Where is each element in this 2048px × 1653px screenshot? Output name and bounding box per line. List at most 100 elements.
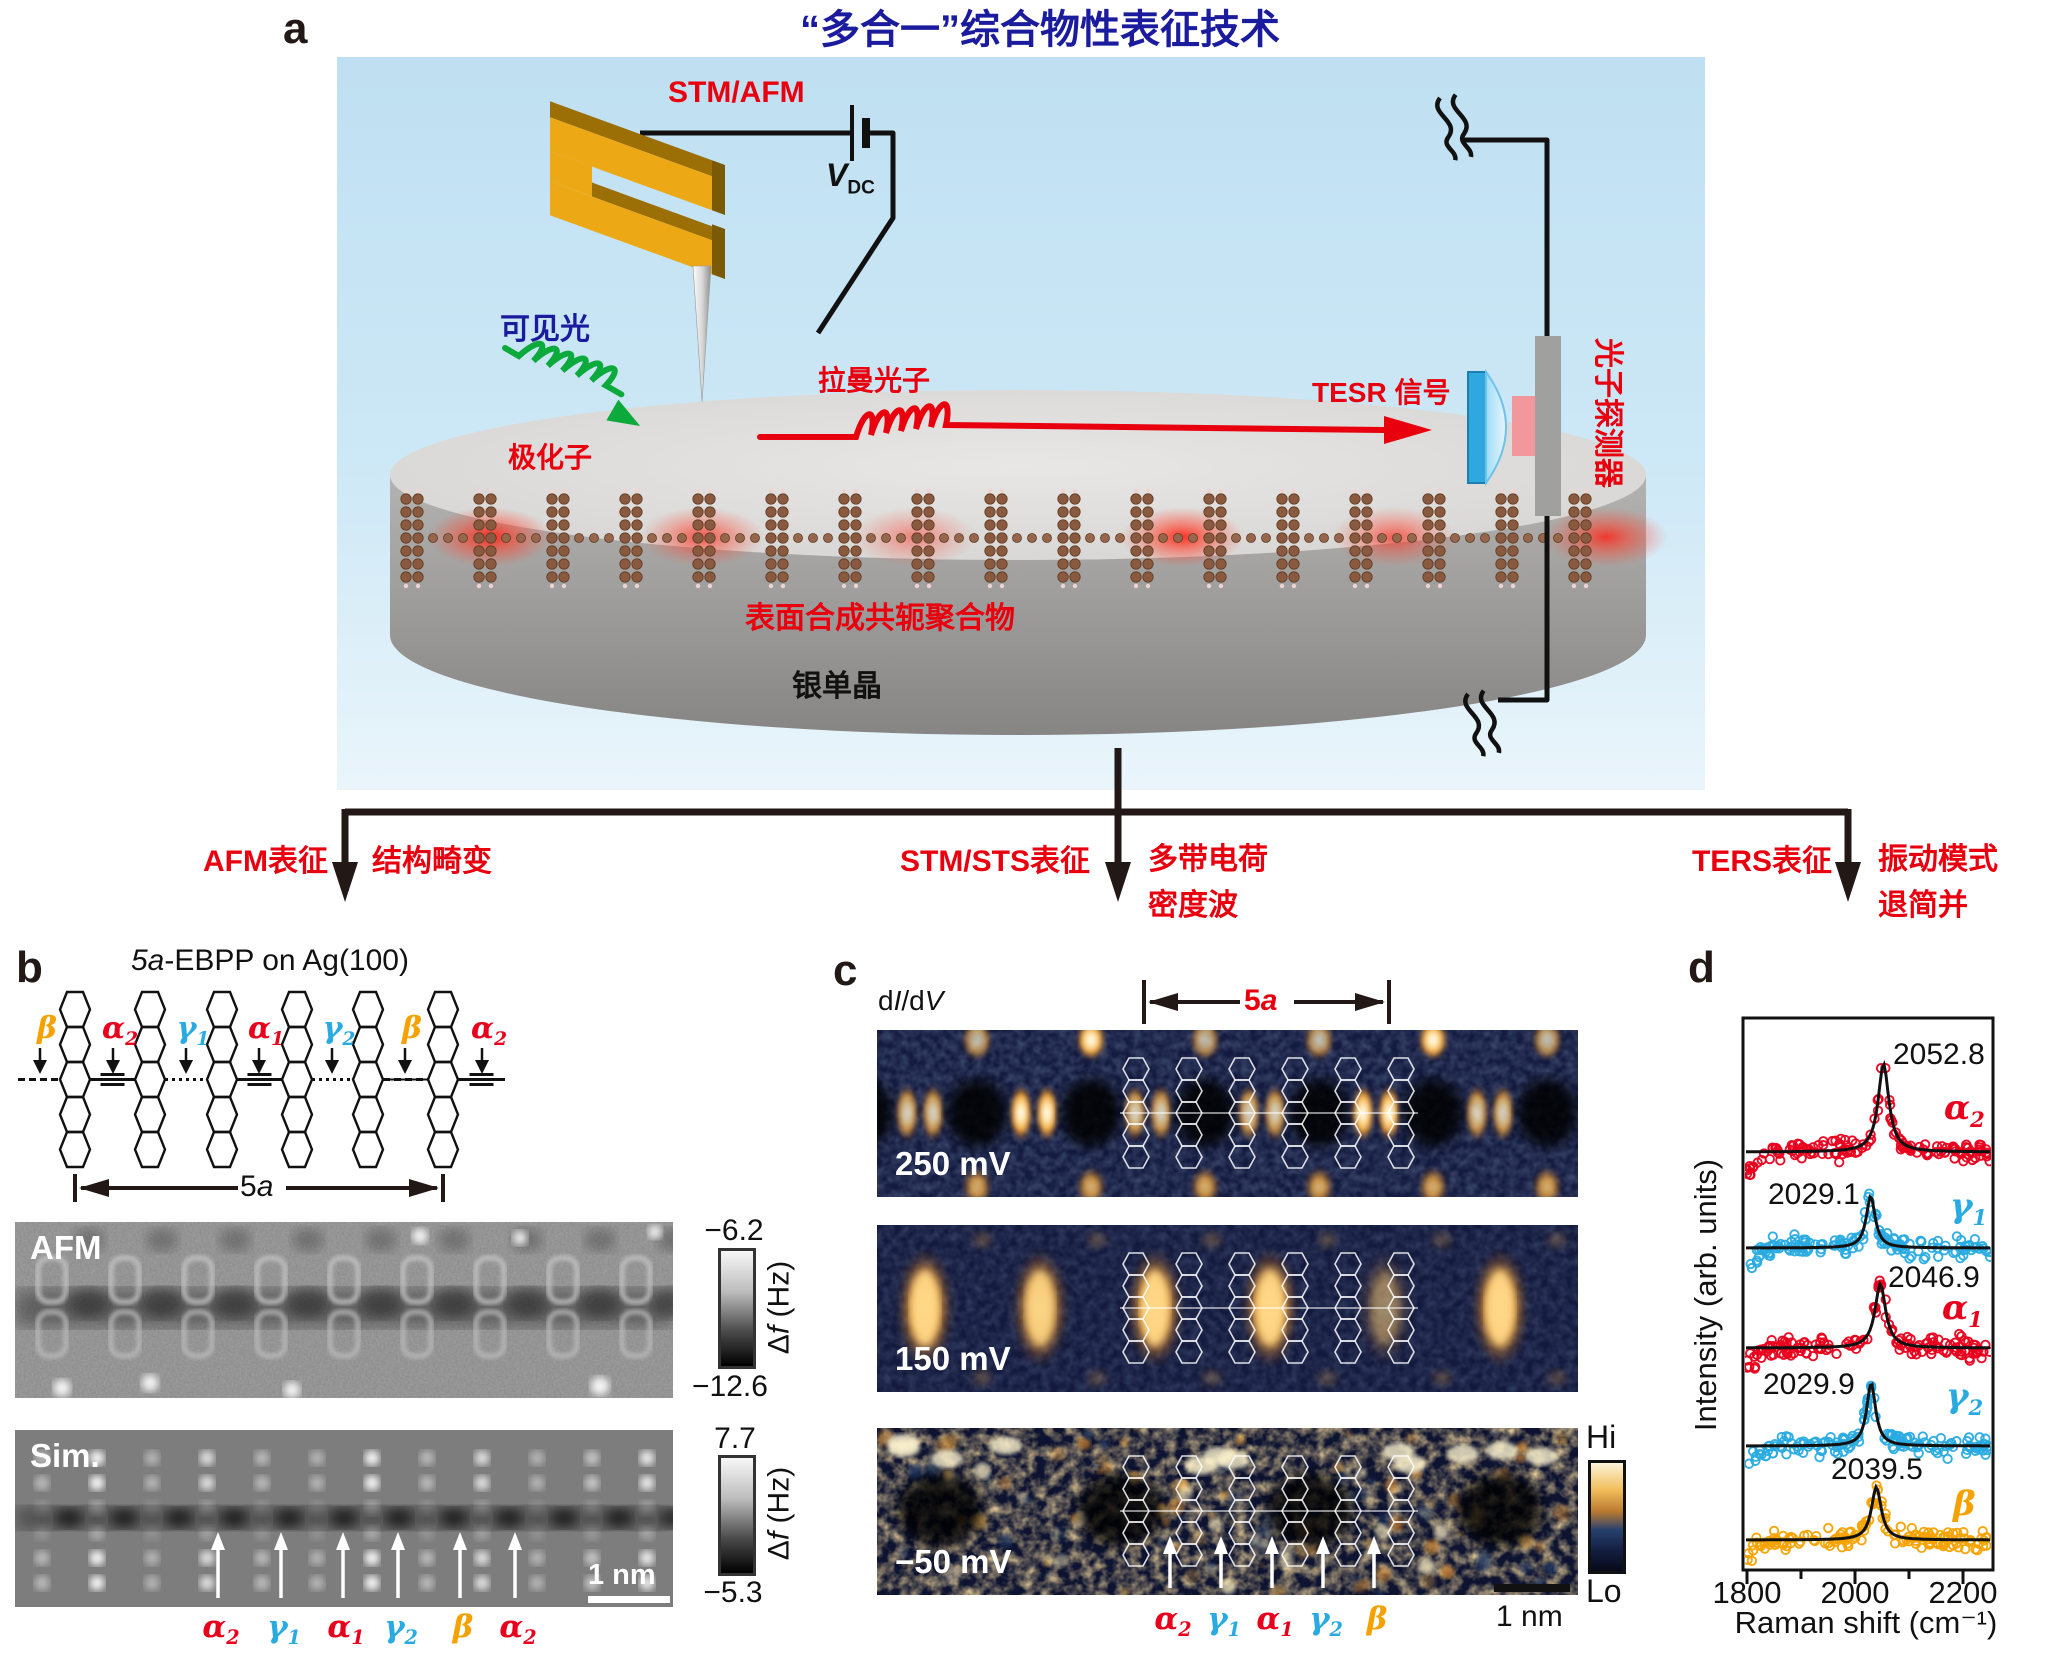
photon-detector-bar <box>1535 336 1561 516</box>
substrate-label: 银单晶 <box>792 670 882 703</box>
raman-photon-label: 拉曼光子 <box>818 365 931 396</box>
raman-series-alpha2 <box>1745 1059 1991 1181</box>
panel-b-scalebar-label: 1 nm <box>588 1559 656 1591</box>
flow-ters-result-1: 振动模式 <box>1878 843 1998 876</box>
tesr-signal-label: TESR 信号 <box>1312 377 1451 408</box>
sim-arrow-label-α2: α2 <box>499 1609 537 1650</box>
peak-value-alpha2: 2052.8 <box>1893 1038 1985 1071</box>
afm-colorbar <box>718 1248 756 1369</box>
panel-a-letter: a <box>283 4 308 53</box>
flow-afm-method: AFM表征 <box>203 845 328 878</box>
flow-stm-result-1: 多带电荷 <box>1148 843 1268 876</box>
panel-b-sim-image <box>15 1430 673 1607</box>
bias-150mv-label: 150 mV <box>895 1340 1011 1377</box>
bond-label-γ1: γ1 <box>176 1011 210 1050</box>
polaron-label: 极化子 <box>508 442 593 473</box>
afm-scale-min: −12.6 <box>692 1370 768 1403</box>
stm-map-150mv <box>877 1225 1578 1392</box>
plot-box <box>1741 1016 1995 1572</box>
panel-c-stm-images <box>877 1030 1578 1595</box>
stm-map-neg50mv <box>877 1428 1578 1595</box>
panel-c-scalebar-label: 1 nm <box>1496 1600 1563 1633</box>
panel-d-letter: d <box>1688 943 1715 992</box>
panel-a-schematic <box>390 93 1668 757</box>
panel-b-letter: b <box>16 943 43 992</box>
stm-colorbar <box>1588 1460 1626 1574</box>
sim-arrow-label-γ2: γ2 <box>384 1609 418 1650</box>
panel-c-span-label: 5a <box>1244 984 1278 1017</box>
stm-arrow-label-β: β <box>1366 1601 1388 1637</box>
raman-series-gamma2 <box>1745 1380 1991 1469</box>
stm-arrow-label-γ2: γ2 <box>1309 1601 1343 1642</box>
bond-label-α2: α2 <box>470 1011 508 1050</box>
colorbar-hi-label: Hi <box>1586 1419 1617 1455</box>
sim-colorbar <box>718 1455 756 1576</box>
flow-arrows <box>332 748 1861 902</box>
detector-window <box>1512 396 1535 456</box>
x-tick-2000: 2000 <box>1820 1575 1890 1610</box>
bond-label-α1: α1 <box>247 1011 285 1050</box>
stm-arrow-label-α1: α1 <box>1256 1601 1294 1642</box>
tuning-fork-sensor <box>550 101 725 279</box>
series-label-alpha1: α1 <box>1942 1288 1983 1332</box>
peak-value-gamma1: 2029.1 <box>1768 1178 1860 1211</box>
sim-image-tag: Sim. <box>30 1437 100 1474</box>
panel-d-raman-chart <box>1741 1016 1995 1584</box>
series-label-gamma2: γ2 <box>1946 1376 1984 1420</box>
molecule-overlay <box>1120 1057 1418 1169</box>
stm-arrow-label-γ1: γ1 <box>1207 1601 1241 1642</box>
molecule-overlay <box>1120 1252 1418 1364</box>
bias-neg50mv-label: −50 mV <box>895 1543 1012 1580</box>
bond-label-γ2: γ2 <box>322 1011 356 1050</box>
raman-beam-arrow <box>757 401 1432 444</box>
molecule-overlay <box>1120 1455 1418 1567</box>
series-label-alpha2: α2 <box>1944 1088 1985 1132</box>
panel-b-scalebar <box>588 1596 670 1603</box>
panel-b-afm-image <box>15 1222 673 1398</box>
raman-series-alpha1 <box>1745 1275 1991 1374</box>
stm-arrow-label-α2: α2 <box>1154 1601 1192 1642</box>
raman-series-beta <box>1745 1480 1991 1567</box>
panel-b-title: 5a-EBPP on Ag(100) <box>131 944 409 977</box>
afm-scale-max: −6.2 <box>704 1214 764 1247</box>
bias-dc: DC <box>847 177 875 199</box>
flow-afm-result: 结构畸变 <box>372 845 492 878</box>
bond-label-α2: α2 <box>101 1011 139 1050</box>
sim-scale-min: −5.3 <box>703 1576 763 1609</box>
panel-c-scalebar <box>1494 1584 1570 1592</box>
visible-light-arrow <box>502 340 641 426</box>
photon-detector-label: 光子探测器 <box>1591 338 1624 488</box>
collection-lens <box>1467 371 1487 484</box>
visible-light-label: 可见光 <box>500 313 590 346</box>
stm-afm-label: STM/AFM <box>668 76 805 109</box>
sim-scale-max: 7.7 <box>714 1422 756 1455</box>
didv-label: dI/dV <box>878 985 944 1016</box>
x-tick-1800: 1800 <box>1712 1575 1782 1610</box>
bias-voltage-label: VDC <box>826 157 875 199</box>
panel-b-molecular-structure <box>18 990 505 1169</box>
panel-c-letter: c <box>833 946 858 995</box>
y-axis-label: Intensity (arb. units) <box>1687 1158 1723 1432</box>
polymer-label: 表面合成共轭聚合物 <box>745 602 1015 635</box>
span-arrows <box>73 980 1391 1202</box>
flow-ters-result-2: 退简并 <box>1878 889 1968 922</box>
bias-v: V <box>826 157 848 193</box>
series-label-gamma1: γ1 <box>1950 1186 1988 1230</box>
flow-stm-result-2: 密度波 <box>1148 889 1238 922</box>
afm-scale-unit: Δf (Hz) <box>762 1260 796 1355</box>
bond-label-β: β <box>37 1011 57 1046</box>
x-tick-2200: 2200 <box>1928 1575 1998 1610</box>
peak-value-beta: 2039.5 <box>1831 1453 1923 1486</box>
sim-arrow-label-α2: α2 <box>202 1609 240 1650</box>
figure-title: “多合一”综合物性表征技术 <box>800 8 1280 52</box>
sim-scale-unit: Δf (Hz) <box>762 1466 796 1561</box>
panel-b-span-label: 5a <box>240 1170 274 1203</box>
series-label-beta: β <box>1953 1484 1976 1524</box>
stm-map-250mv <box>877 1030 1578 1197</box>
flow-stm-method: STM/STS表征 <box>899 845 1090 878</box>
polymer-chain <box>400 488 1592 589</box>
colorbar-lo-label: Lo <box>1586 1573 1622 1609</box>
sim-arrow-label-γ1: γ1 <box>267 1609 301 1650</box>
